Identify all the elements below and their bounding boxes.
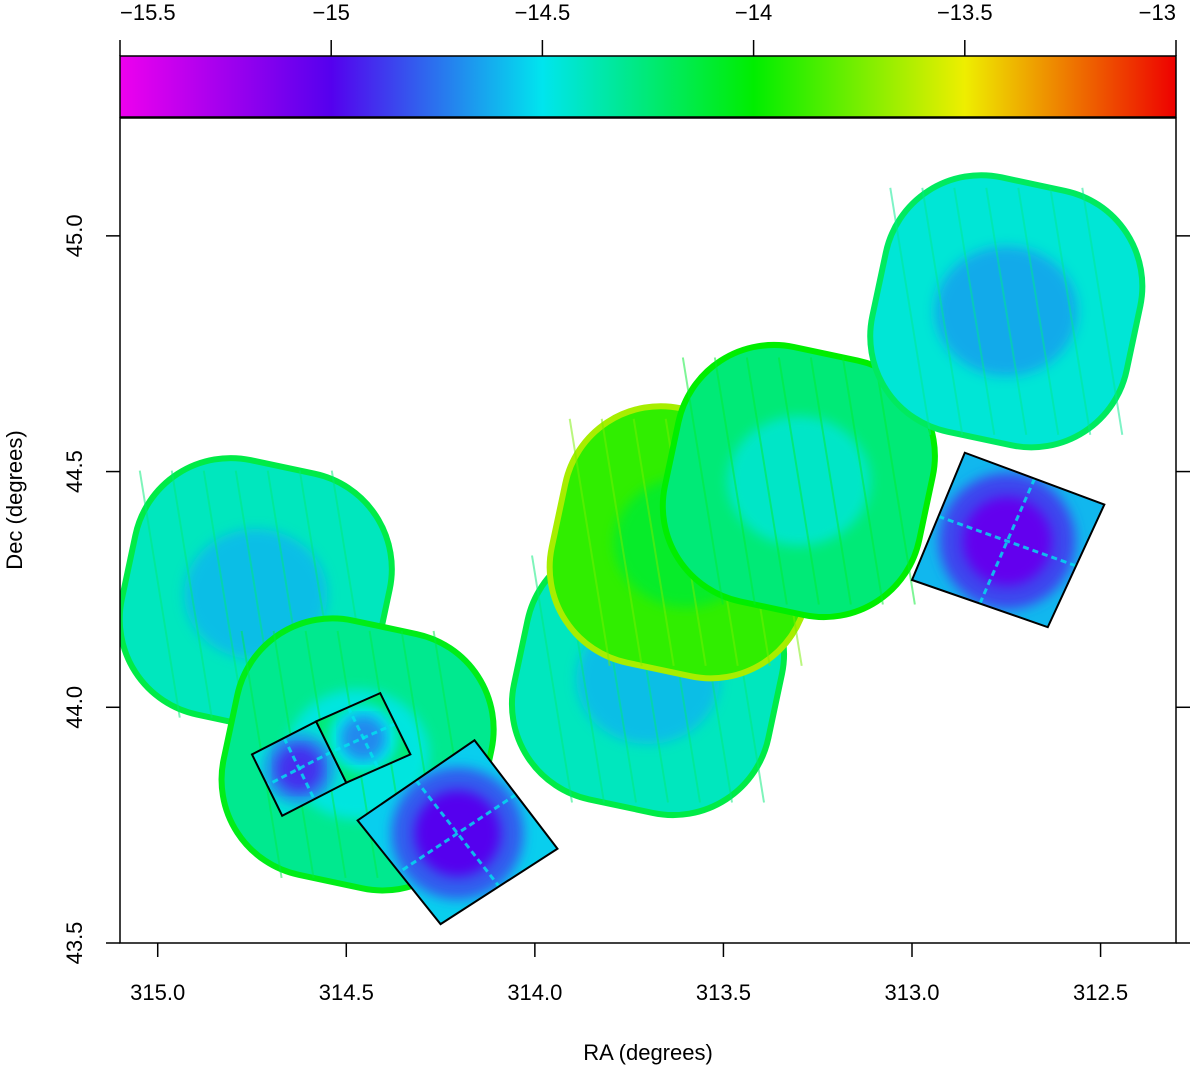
- x-tick-label: 312.5: [1073, 980, 1128, 1005]
- plot-frame: [119, 117, 1177, 944]
- x-tick-label: 315.0: [130, 980, 185, 1005]
- x-axis-title: RA (degrees): [583, 1040, 713, 1065]
- y-tick-label: 44.0: [62, 686, 87, 729]
- colorbar-tick-label: −15: [313, 0, 350, 25]
- colorbar-tick-label: −14: [735, 0, 772, 25]
- colorbar-tick-label: −14.5: [515, 0, 571, 25]
- x-tick-label: 313.5: [696, 980, 751, 1005]
- colorbar-tick-label: −13: [1139, 0, 1176, 25]
- colorbar-tick-label: −15.5: [120, 0, 176, 25]
- deep-box-4: [910, 451, 1106, 629]
- y-axis-title: Dec (degrees): [2, 430, 27, 569]
- y-tick-label: 43.5: [62, 922, 87, 965]
- field-center-north: [659, 341, 938, 621]
- x-tick-label: 314.0: [507, 980, 562, 1005]
- y-tick-label: 45.0: [62, 214, 87, 257]
- deep-box-1: [250, 720, 348, 818]
- x-axis-ticks: 315.0 314.5 314.0 313.5 313.0 312.5: [130, 943, 1128, 1005]
- colorbar: [119, 55, 1177, 118]
- x-tick-label: 313.0: [884, 980, 939, 1005]
- y-axis-ticks: 43.5 44.0 44.5 45.0: [62, 214, 1190, 964]
- field-northeast: [867, 172, 1146, 451]
- colorbar-ticks: −15.5 −15 −14.5 −14 −13.5 −13: [119, 0, 1177, 56]
- colorbar-tick-label: −13.5: [937, 0, 993, 25]
- y-tick-label: 44.5: [62, 450, 87, 493]
- deep-fields-layer: [250, 451, 1106, 926]
- field-west: [120, 455, 395, 734]
- deep-box-3: [356, 738, 559, 926]
- deep-box-2: [314, 691, 412, 785]
- x-tick-label: 314.5: [319, 980, 374, 1005]
